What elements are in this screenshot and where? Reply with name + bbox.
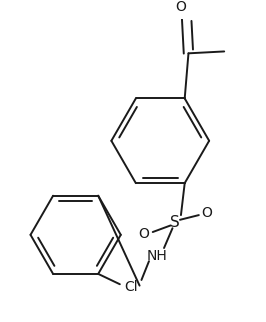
Text: S: S <box>171 215 180 230</box>
Text: O: O <box>202 206 213 220</box>
Text: O: O <box>176 0 186 14</box>
Text: O: O <box>138 227 149 241</box>
Text: NH: NH <box>146 249 167 262</box>
Text: Cl: Cl <box>124 280 138 294</box>
